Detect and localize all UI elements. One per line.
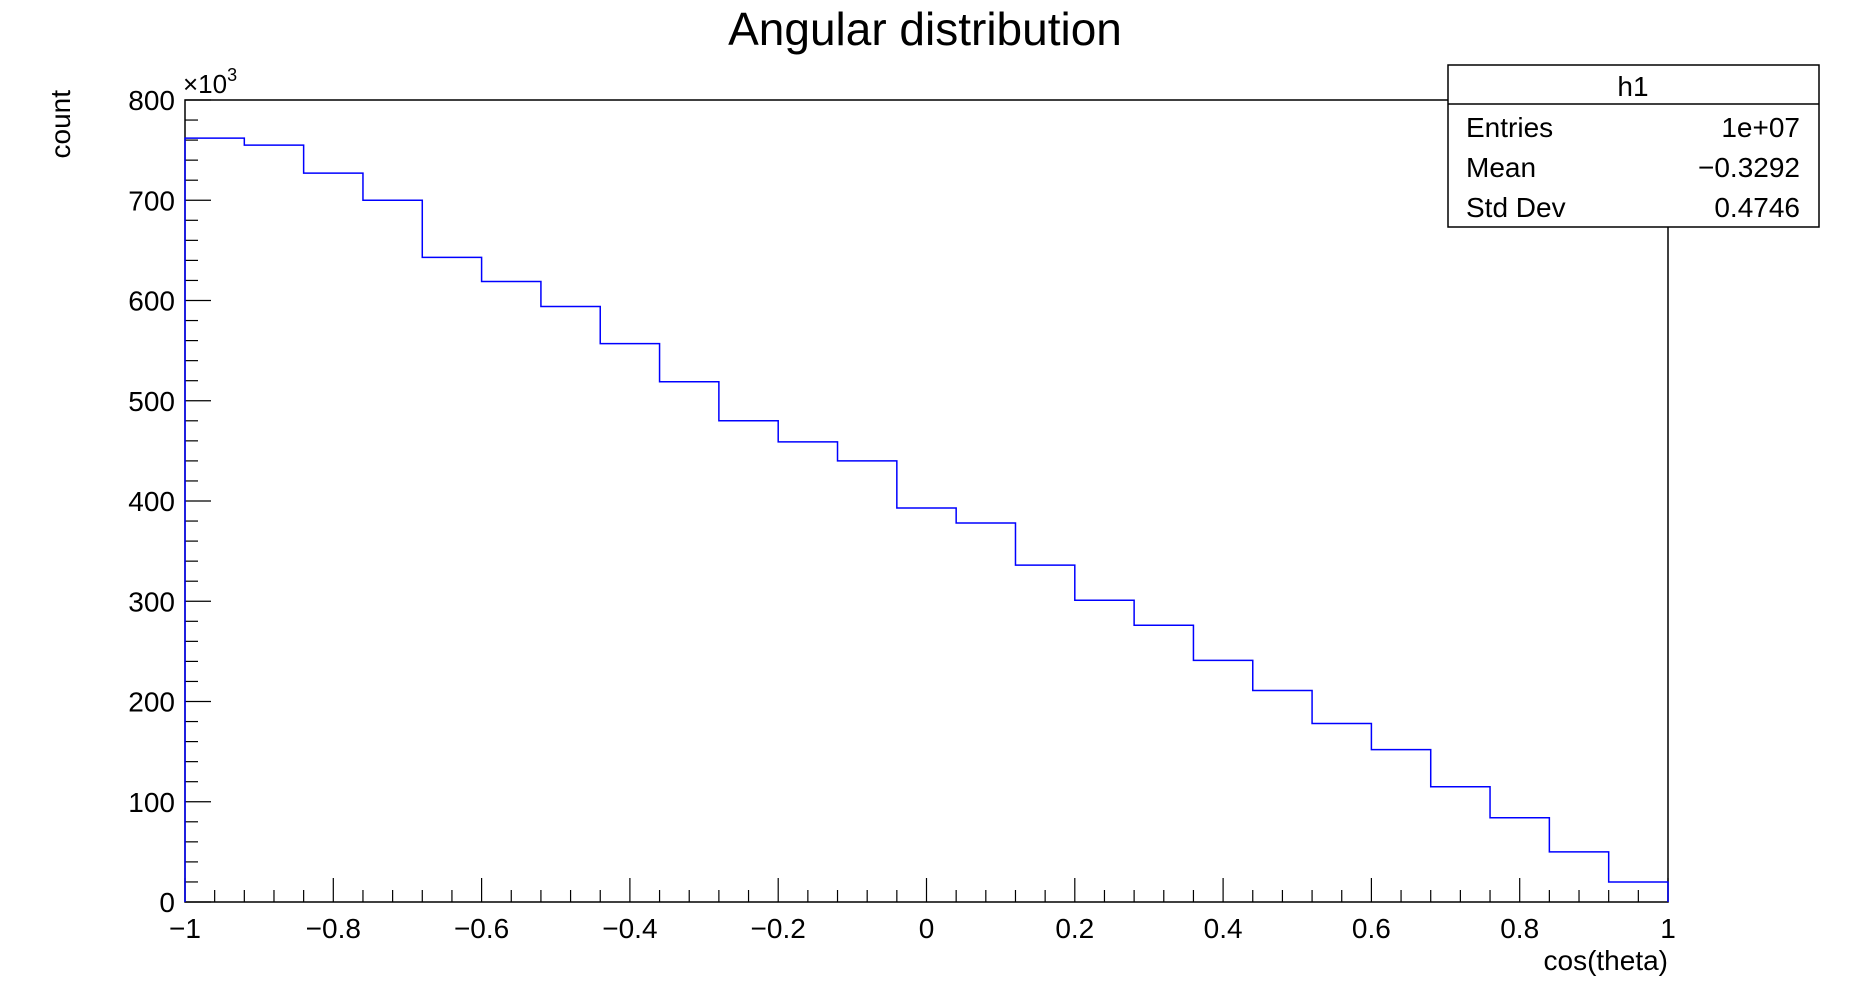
y-multiplier-exponent: 3: [227, 65, 237, 85]
histogram-bin: [600, 344, 659, 902]
y-multiplier: ×103: [183, 65, 237, 99]
histogram-bin: [482, 281, 541, 902]
y-tick-label: 500: [128, 386, 175, 417]
x-tick-label: −0.6: [454, 913, 509, 944]
histogram-bin: [1015, 565, 1074, 902]
histogram-bin: [185, 138, 244, 902]
x-tick-label: −0.2: [751, 913, 806, 944]
x-axis-label: cos(theta): [1544, 945, 1669, 976]
histogram-bin: [363, 200, 422, 902]
y-tick-label: 700: [128, 185, 175, 216]
x-axis-ticks: −1 −0.8 −0.6 −0.4 −0.2 0 0.2 0.4 0.6 0.8 1: [169, 878, 1676, 944]
x-tick-label: 0.6: [1352, 913, 1391, 944]
stats-box-title: h1: [1617, 71, 1648, 102]
x-tick-label: 1: [1660, 913, 1676, 944]
histogram-bin: [1312, 724, 1371, 902]
plot-frame: [184, 99, 1669, 903]
histogram-bin: [244, 145, 303, 902]
histogram-bin: [838, 461, 897, 902]
stats-entries-value: 1e+07: [1721, 112, 1800, 143]
histogram-bin: [660, 382, 719, 902]
stats-mean-label: Mean: [1466, 152, 1536, 183]
y-tick-label: 800: [128, 85, 175, 116]
y-tick-label: 200: [128, 687, 175, 718]
stats-entries-label: Entries: [1466, 112, 1553, 143]
histogram-bin: [897, 508, 956, 902]
y-tick-label: 400: [128, 486, 175, 517]
chart-title: Angular distribution: [728, 3, 1122, 55]
histogram-bin: [541, 307, 600, 902]
histogram-bin: [778, 442, 837, 902]
y-axis-label: count: [45, 90, 76, 159]
x-tick-label: −0.4: [602, 913, 657, 944]
y-tick-label: 600: [128, 286, 175, 317]
x-tick-label: 0.4: [1204, 913, 1243, 944]
stats-mean-value: −0.3292: [1698, 152, 1800, 183]
x-tick-label: 0.8: [1500, 913, 1539, 944]
histogram-bin: [1134, 625, 1193, 902]
histogram-bin: [1193, 660, 1252, 902]
stats-stddev-label: Std Dev: [1466, 192, 1566, 223]
y-tick-label: 100: [128, 787, 175, 818]
stats-box: h1 Entries 1e+07 Mean −0.3292 Std Dev 0.…: [1447, 64, 1820, 228]
histogram-bin: [304, 173, 363, 902]
stats-box-frame: [1447, 64, 1820, 228]
x-tick-label: −0.8: [306, 913, 361, 944]
stats-stddev-value: 0.4746: [1714, 192, 1800, 223]
histogram-bin: [956, 523, 1015, 902]
y-tick-label: 0: [159, 887, 175, 918]
histogram-bin: [1431, 787, 1490, 902]
y-tick-label: 300: [128, 586, 175, 617]
histogram-bin: [1075, 600, 1134, 902]
y-multiplier-base: ×10: [183, 69, 227, 99]
y-axis-ticks: 0 100 200 300 400 500 600 700 800: [128, 85, 211, 918]
x-tick-label: 0: [919, 913, 935, 944]
histogram-bin: [422, 257, 481, 902]
histogram-bin: [1253, 690, 1312, 902]
x-tick-label: 0.2: [1055, 913, 1094, 944]
histogram-bin: [1371, 750, 1430, 902]
x-tick-label: −1: [169, 913, 201, 944]
histogram-outline: [184, 137, 1669, 902]
histogram-bin: [719, 421, 778, 902]
